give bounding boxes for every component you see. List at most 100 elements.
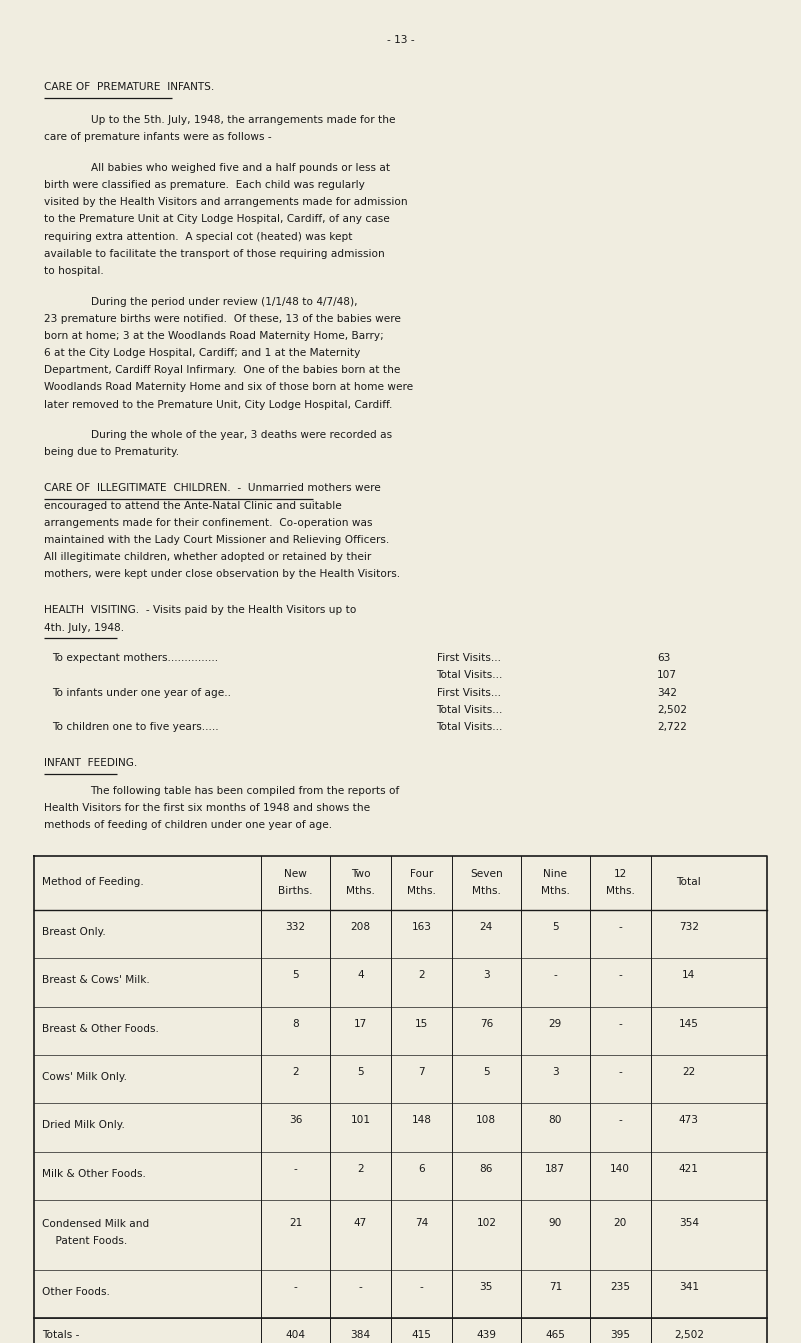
Text: 163: 163 <box>412 923 432 932</box>
Text: 235: 235 <box>610 1283 630 1292</box>
Text: -: - <box>618 1116 622 1125</box>
Text: Patent Foods.: Patent Foods. <box>42 1237 127 1246</box>
Text: All babies who weighed five and a half pounds or less at: All babies who weighed five and a half p… <box>91 163 389 173</box>
Text: The following table has been compiled from the reports of: The following table has been compiled fr… <box>91 786 400 796</box>
Text: encouraged to attend the Ante-Natal Clinic and suitable: encouraged to attend the Ante-Natal Clin… <box>44 501 342 510</box>
Text: 5: 5 <box>552 923 558 932</box>
Text: 439: 439 <box>477 1330 497 1340</box>
Text: Breast & Other Foods.: Breast & Other Foods. <box>42 1023 159 1034</box>
Text: 145: 145 <box>679 1019 698 1029</box>
Text: visited by the Health Visitors and arrangements made for admission: visited by the Health Visitors and arran… <box>44 197 408 207</box>
Text: 4: 4 <box>357 971 364 980</box>
Text: -: - <box>294 1164 297 1174</box>
Text: 332: 332 <box>285 923 306 932</box>
Text: 140: 140 <box>610 1164 630 1174</box>
Text: 8: 8 <box>292 1019 299 1029</box>
Text: 2: 2 <box>292 1068 299 1077</box>
Text: Cows' Milk Only.: Cows' Milk Only. <box>42 1072 127 1082</box>
Text: First Visits...: First Visits... <box>437 688 501 697</box>
Text: 3: 3 <box>552 1068 558 1077</box>
Text: 29: 29 <box>549 1019 562 1029</box>
Text: Up to the 5th. July, 1948, the arrangements made for the: Up to the 5th. July, 1948, the arrangeme… <box>91 115 395 125</box>
Text: 14: 14 <box>682 971 695 980</box>
Text: 74: 74 <box>415 1218 428 1228</box>
Text: 465: 465 <box>545 1330 566 1340</box>
Text: 341: 341 <box>679 1283 698 1292</box>
Text: 187: 187 <box>545 1164 566 1174</box>
Text: 21: 21 <box>289 1218 302 1228</box>
Text: To infants under one year of age..: To infants under one year of age.. <box>52 688 231 697</box>
Text: Total: Total <box>677 877 701 888</box>
Text: 24: 24 <box>480 923 493 932</box>
Text: Seven: Seven <box>470 869 503 878</box>
Text: Health Visitors for the first six months of 1948 and shows the: Health Visitors for the first six months… <box>44 803 370 813</box>
Text: 71: 71 <box>549 1283 562 1292</box>
Text: Four: Four <box>410 869 433 878</box>
Text: All illegitimate children, whether adopted or retained by their: All illegitimate children, whether adopt… <box>44 552 372 563</box>
Text: -: - <box>618 1019 622 1029</box>
Text: 732: 732 <box>679 923 698 932</box>
Text: - 13 -: - 13 - <box>387 35 414 44</box>
Text: 23 premature births were notified.  Of these, 13 of the babies were: 23 premature births were notified. Of th… <box>44 314 401 324</box>
Text: arrangements made for their confinement.  Co-operation was: arrangements made for their confinement.… <box>44 518 372 528</box>
Text: INFANT  FEEDING.: INFANT FEEDING. <box>44 757 137 768</box>
Text: 86: 86 <box>480 1164 493 1174</box>
Text: Mths.: Mths. <box>472 886 501 896</box>
Text: Nine: Nine <box>543 869 567 878</box>
Text: Condensed Milk and: Condensed Milk and <box>42 1219 149 1229</box>
Text: 15: 15 <box>415 1019 428 1029</box>
Text: to the Premature Unit at City Lodge Hospital, Cardiff, of any case: to the Premature Unit at City Lodge Hosp… <box>44 215 390 224</box>
Text: CARE OF  ILLEGITIMATE  CHILDREN.  -  Unmarried mothers were: CARE OF ILLEGITIMATE CHILDREN. - Unmarri… <box>44 483 380 493</box>
Text: Milk & Other Foods.: Milk & Other Foods. <box>42 1168 146 1179</box>
Text: 395: 395 <box>610 1330 630 1340</box>
Text: Mths.: Mths. <box>346 886 375 896</box>
Text: maintained with the Lady Court Missioner and Relieving Officers.: maintained with the Lady Court Missioner… <box>44 535 389 545</box>
Text: 17: 17 <box>354 1019 367 1029</box>
Text: During the period under review (1/1/48 to 4/7/48),: During the period under review (1/1/48 t… <box>91 297 357 306</box>
Text: 4th. July, 1948.: 4th. July, 1948. <box>44 623 124 633</box>
Text: later removed to the Premature Unit, City Lodge Hospital, Cardiff.: later removed to the Premature Unit, Cit… <box>44 400 392 410</box>
Text: -: - <box>294 1283 297 1292</box>
Text: 2,502: 2,502 <box>657 705 686 714</box>
Text: 6 at the City Lodge Hospital, Cardiff; and 1 at the Maternity: 6 at the City Lodge Hospital, Cardiff; a… <box>44 348 360 359</box>
Text: Department, Cardiff Royal Infirmary.  One of the babies born at the: Department, Cardiff Royal Infirmary. One… <box>44 365 400 375</box>
Text: 20: 20 <box>614 1218 627 1228</box>
Text: 7: 7 <box>418 1068 425 1077</box>
Text: 102: 102 <box>477 1218 497 1228</box>
Text: HEALTH  VISITING.  - Visits paid by the Health Visitors up to: HEALTH VISITING. - Visits paid by the He… <box>44 606 356 615</box>
Text: Method of Feeding.: Method of Feeding. <box>42 877 143 888</box>
Text: Breast & Cows' Milk.: Breast & Cows' Milk. <box>42 975 150 986</box>
Text: Births.: Births. <box>278 886 313 896</box>
Text: 3: 3 <box>483 971 489 980</box>
Text: 473: 473 <box>679 1116 698 1125</box>
Text: Totals -: Totals - <box>42 1330 79 1340</box>
Text: 2,502: 2,502 <box>674 1330 704 1340</box>
Text: requiring extra attention.  A special cot (heated) was kept: requiring extra attention. A special cot… <box>44 231 352 242</box>
Text: mothers, were kept under close observation by the Health Visitors.: mothers, were kept under close observati… <box>44 569 400 579</box>
Text: -: - <box>553 971 557 980</box>
Text: To children one to five years.....: To children one to five years..... <box>52 723 219 732</box>
Text: Breast Only.: Breast Only. <box>42 927 106 937</box>
Text: born at home; 3 at the Woodlands Road Maternity Home, Barry;: born at home; 3 at the Woodlands Road Ma… <box>44 330 384 341</box>
Text: 6: 6 <box>418 1164 425 1174</box>
Text: -: - <box>618 923 622 932</box>
Text: 2: 2 <box>357 1164 364 1174</box>
Text: care of premature infants were as follows -: care of premature infants were as follow… <box>44 132 272 142</box>
Text: 5: 5 <box>483 1068 489 1077</box>
Text: Two: Two <box>351 869 370 878</box>
Text: to hospital.: to hospital. <box>44 266 104 275</box>
Text: Total Visits...: Total Visits... <box>437 723 503 732</box>
Text: Mths.: Mths. <box>541 886 570 896</box>
Text: Woodlands Road Maternity Home and six of those born at home were: Woodlands Road Maternity Home and six of… <box>44 383 413 392</box>
Text: Dried Milk Only.: Dried Milk Only. <box>42 1120 124 1131</box>
Text: 384: 384 <box>351 1330 371 1340</box>
Text: CARE OF  PREMATURE  INFANTS.: CARE OF PREMATURE INFANTS. <box>44 82 215 91</box>
Text: First Visits...: First Visits... <box>437 653 501 663</box>
Text: Other Foods.: Other Foods. <box>42 1287 110 1297</box>
Text: To expectant mothers...............: To expectant mothers............... <box>52 653 218 663</box>
Text: being due to Prematurity.: being due to Prematurity. <box>44 447 179 458</box>
Text: 208: 208 <box>351 923 371 932</box>
Text: Mths.: Mths. <box>407 886 436 896</box>
Text: 22: 22 <box>682 1068 695 1077</box>
Text: -: - <box>420 1283 423 1292</box>
